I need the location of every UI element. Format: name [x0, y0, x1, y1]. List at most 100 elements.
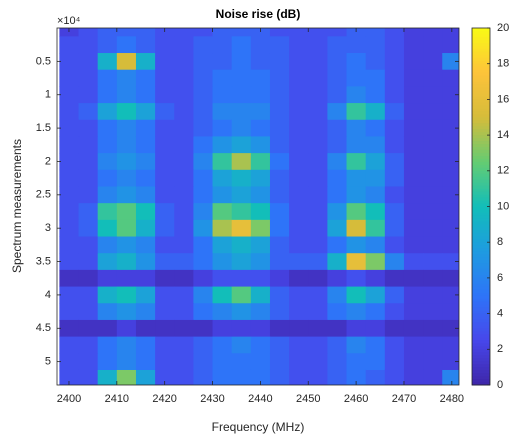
- colorbar-tick-label: 2: [497, 343, 503, 355]
- colorbar-swatch: [472, 319, 490, 324]
- heat-cell: [423, 336, 443, 354]
- heat-cell: [269, 269, 290, 288]
- heat-cell: [231, 86, 252, 104]
- heat-cell: [289, 69, 309, 87]
- colorbar-swatch: [472, 191, 490, 196]
- heat-cell: [403, 219, 424, 238]
- colorbar-swatch: [472, 346, 490, 350]
- heat-cell: [403, 169, 424, 187]
- heat-cell: [269, 136, 290, 154]
- colorbar-swatch: [472, 263, 490, 267]
- colorbar-swatch: [472, 33, 490, 38]
- heat-cell: [193, 253, 214, 271]
- heat-cell: [269, 253, 290, 271]
- heat-cell: [308, 69, 328, 87]
- heat-cell: [174, 186, 194, 204]
- heat-cell: [250, 319, 271, 338]
- heat-cell: [78, 319, 99, 338]
- heat-cell: [231, 103, 252, 121]
- heat-cell: [250, 136, 271, 154]
- heat-cell: [231, 253, 252, 271]
- heat-cell: [346, 369, 367, 385]
- heat-cell: [174, 36, 194, 54]
- heat-cell: [327, 186, 348, 204]
- heat-cell: [346, 103, 367, 121]
- heat-cell: [135, 36, 156, 54]
- y-tick-label: 4.5: [36, 322, 51, 334]
- heat-cell: [384, 28, 405, 37]
- heat-cell: [442, 136, 459, 154]
- heat-cell: [365, 353, 386, 371]
- heat-cell: [346, 69, 367, 87]
- heat-cell: [193, 186, 214, 204]
- heat-cell: [423, 303, 443, 321]
- heat-cell: [212, 236, 233, 254]
- heat-cell: [116, 119, 137, 137]
- y-tick-label: 4: [45, 289, 51, 301]
- colorbar-swatch: [472, 212, 490, 216]
- heat-cell: [97, 303, 118, 321]
- heat-cell: [155, 36, 175, 54]
- heat-cell: [327, 136, 348, 154]
- colorbar-tick-label: 20: [497, 22, 509, 34]
- heat-cell: [174, 53, 194, 71]
- heat-cell: [116, 186, 137, 204]
- heat-cell: [250, 153, 271, 171]
- heat-cell: [231, 153, 252, 171]
- heat-cell: [250, 69, 271, 87]
- heat-cell: [403, 203, 424, 221]
- heat-cell: [97, 153, 118, 171]
- colorbar-swatch: [472, 102, 490, 106]
- heat-cell: [212, 353, 233, 371]
- heat-cell: [135, 353, 156, 371]
- colorbar-swatch: [472, 280, 490, 285]
- heat-cell: [231, 136, 252, 154]
- heat-cell: [212, 169, 233, 187]
- heat-cell: [327, 103, 348, 121]
- heat-cell: [116, 69, 137, 87]
- heat-cell: [78, 269, 99, 288]
- heat-cell: [308, 236, 328, 254]
- heat-cell: [384, 286, 405, 304]
- heat-cell: [403, 353, 424, 371]
- colorbar-swatch: [472, 39, 490, 44]
- heat-cell: [327, 369, 348, 385]
- heat-cell: [289, 119, 309, 137]
- colorbar-swatch: [472, 367, 490, 371]
- heat-cell: [155, 253, 175, 271]
- heat-cell: [346, 153, 367, 171]
- heat-cell: [327, 269, 348, 288]
- heat-cell: [442, 86, 459, 104]
- heat-cell: [442, 186, 459, 204]
- heat-cell: [423, 353, 443, 371]
- heat-cell: [384, 369, 405, 385]
- heat-cell: [212, 119, 233, 137]
- colorbar-swatch: [472, 271, 490, 276]
- heat-cell: [269, 353, 290, 371]
- heat-cell: [403, 236, 424, 254]
- heat-cell: [423, 186, 443, 204]
- colorbar-swatch: [472, 224, 490, 228]
- heat-cell: [174, 236, 194, 254]
- heat-cell: [135, 169, 156, 187]
- heat-cell: [116, 253, 137, 271]
- heat-cell: [59, 153, 80, 171]
- heat-cell: [231, 69, 252, 87]
- heat-cell: [250, 28, 271, 37]
- heat-cell: [423, 286, 443, 304]
- heat-cell: [403, 303, 424, 321]
- colorbar-swatch: [472, 111, 490, 115]
- colorbar-swatch: [472, 170, 490, 175]
- heat-cell: [97, 69, 118, 87]
- colorbar-swatch: [472, 304, 490, 309]
- heat-cell: [174, 269, 194, 288]
- heat-cell: [59, 36, 80, 54]
- heat-cell: [308, 303, 328, 321]
- colorbar-swatch: [472, 266, 490, 270]
- heat-cell: [116, 153, 137, 171]
- heat-cell: [59, 69, 80, 87]
- heat-cell: [59, 369, 80, 385]
- heat-cell: [384, 186, 405, 204]
- heat-cell: [423, 119, 443, 137]
- heat-cell: [97, 53, 118, 71]
